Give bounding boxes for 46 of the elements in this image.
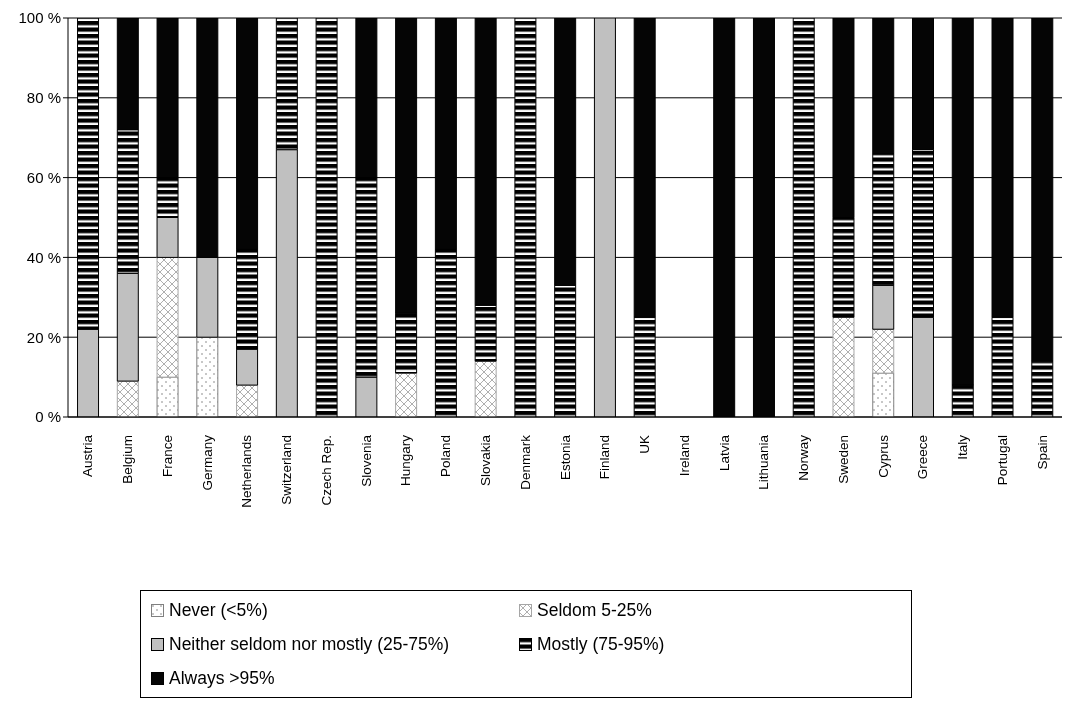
x-tick-label: UK	[637, 435, 653, 454]
legend-label: Never (<5%)	[169, 599, 268, 621]
y-tick-label: 20 %	[26, 328, 61, 346]
x-tick-label: Germany	[199, 434, 215, 491]
bar	[156, 256, 179, 378]
x-tick-label: Portugal	[994, 435, 1010, 486]
bar	[236, 384, 259, 417]
x-tick-label: France	[159, 435, 175, 478]
x-tick-label: Slovenia	[358, 434, 374, 487]
y-tick-label: 100 %	[18, 9, 61, 27]
y-tick-label: 0 %	[35, 408, 61, 426]
x-tick-label: Finland	[597, 435, 613, 480]
y-tick-label: 60 %	[26, 168, 61, 186]
x-tick-label: Spain	[1034, 435, 1050, 470]
x-tick-label: Greece	[915, 435, 931, 480]
x-tick-label: Ireland	[676, 435, 692, 477]
y-tick-label: 40 %	[26, 248, 61, 266]
bar	[872, 372, 895, 417]
legend-label: Neither seldom nor mostly (25-75%)	[169, 633, 450, 655]
bar	[872, 328, 895, 374]
bar	[832, 316, 855, 417]
x-tick-label: Estonia	[557, 434, 573, 481]
legend-label: Always >95%	[169, 667, 275, 689]
x-tick-label: Switzerland	[279, 435, 295, 505]
x-tick-label: Belgium	[120, 435, 136, 484]
y-tick-label: 80 %	[26, 89, 61, 107]
x-tick-label: Latvia	[716, 434, 732, 472]
x-tick-label: Lithuania	[756, 434, 772, 490]
x-tick-label: Slovakia	[477, 434, 493, 487]
bar	[116, 380, 139, 417]
x-tick-label: Czech Rep.	[318, 435, 334, 506]
bar	[156, 376, 179, 417]
x-tick-label: Sweden	[835, 435, 851, 484]
x-tick-label: Cyprus	[875, 434, 891, 478]
x-tick-label: Italy	[955, 434, 971, 460]
x-tick-label: Norway	[796, 434, 812, 481]
x-tick-label: Denmark	[517, 434, 533, 490]
legend-label: Mostly (75-95%)	[537, 633, 665, 655]
bar	[395, 372, 418, 417]
x-tick-label: Austria	[80, 434, 96, 478]
x-tick-label: Poland	[438, 435, 454, 478]
x-tick-label: Hungary	[398, 434, 414, 487]
bar	[474, 360, 497, 417]
legend-label: Seldom 5-25%	[537, 599, 652, 621]
x-tick-label: Netherlands	[239, 434, 255, 508]
bar	[196, 336, 219, 417]
